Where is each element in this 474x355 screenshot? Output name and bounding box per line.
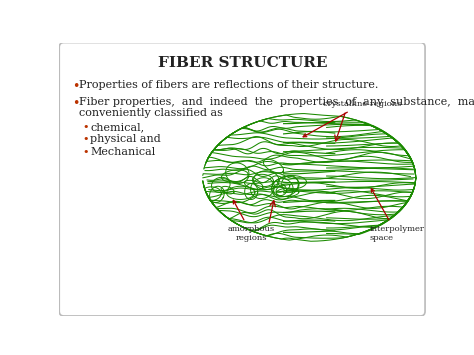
Text: Mechanical: Mechanical (90, 147, 155, 157)
Text: chemical,: chemical, (90, 122, 145, 132)
Text: interpolymer
space: interpolymer space (369, 189, 424, 242)
Text: FIBER STRUCTURE: FIBER STRUCTURE (158, 56, 328, 70)
FancyBboxPatch shape (59, 43, 425, 316)
Text: •: • (82, 122, 89, 132)
Text: •: • (72, 80, 79, 93)
Text: •: • (72, 97, 79, 110)
Text: physical and: physical and (90, 134, 161, 144)
Text: Fiber properties,  and  indeed  the  properties  of  any  substance,  may  be: Fiber properties, and indeed the propert… (80, 97, 474, 107)
Text: •: • (82, 134, 89, 144)
Text: crystalline regions: crystalline regions (303, 100, 401, 137)
Text: conveniently classified as: conveniently classified as (80, 108, 223, 118)
Text: Properties of fibers are reflections of their structure.: Properties of fibers are reflections of … (80, 80, 379, 90)
Text: •: • (82, 147, 89, 157)
Text: amorphous
regions: amorphous regions (228, 200, 275, 242)
